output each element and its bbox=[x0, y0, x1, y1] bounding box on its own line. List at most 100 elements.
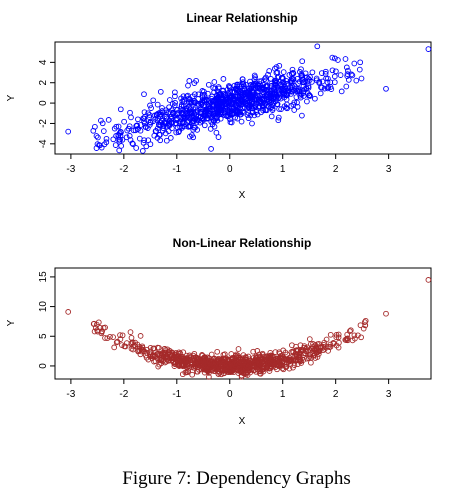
nonlinear-point bbox=[344, 331, 351, 338]
nonlinear-point bbox=[99, 328, 105, 334]
linear-x-tick-label: 3 bbox=[386, 164, 392, 175]
linear-point bbox=[300, 93, 307, 99]
linear-point bbox=[332, 55, 338, 62]
linear-point bbox=[224, 113, 231, 120]
linear-point bbox=[238, 118, 245, 125]
linear-point bbox=[150, 97, 157, 104]
nonlinear-point bbox=[327, 341, 334, 348]
nonlinear-point bbox=[290, 364, 296, 371]
linear-y-tick-label: 0 bbox=[38, 100, 49, 106]
linear-point bbox=[294, 103, 301, 110]
linear-point bbox=[249, 105, 256, 112]
linear-point bbox=[228, 119, 235, 126]
nonlinear-point bbox=[150, 345, 157, 352]
linear-point bbox=[194, 127, 201, 133]
nonlinear-x-tick-label: 3 bbox=[386, 389, 392, 400]
nonlinear-point bbox=[107, 333, 113, 340]
linear-point bbox=[172, 99, 178, 106]
linear-xlabel: X bbox=[239, 190, 246, 201]
linear-point bbox=[174, 107, 181, 113]
nonlinear-point bbox=[327, 331, 334, 338]
linear-point bbox=[262, 106, 269, 113]
nonlinear-point bbox=[321, 339, 328, 346]
linear-point bbox=[302, 70, 309, 77]
nonlinear-point bbox=[383, 310, 389, 317]
linear-point bbox=[237, 93, 243, 100]
nonlinear-point bbox=[214, 348, 221, 355]
linear-point bbox=[249, 120, 255, 127]
linear-point bbox=[211, 79, 218, 85]
nonlinear-point bbox=[276, 349, 283, 356]
linear-point bbox=[148, 105, 154, 111]
linear-point bbox=[100, 128, 107, 134]
linear-x-tick-label: 2 bbox=[333, 164, 339, 175]
nonlinear-point bbox=[176, 349, 182, 356]
linear-point bbox=[171, 102, 178, 109]
nonlinear-point bbox=[351, 332, 358, 339]
nonlinear-point bbox=[145, 356, 152, 363]
linear-point bbox=[207, 110, 214, 117]
nonlinear-point bbox=[135, 348, 142, 354]
nonlinear-point bbox=[104, 335, 111, 342]
linear-plot-frame bbox=[54, 41, 432, 155]
nonlinear-point bbox=[273, 361, 280, 368]
nonlinear-point bbox=[146, 351, 153, 357]
linear-point bbox=[321, 85, 328, 92]
linear-point bbox=[298, 66, 304, 73]
linear-point bbox=[337, 72, 344, 78]
linear-point bbox=[179, 111, 186, 118]
linear-y-tick-label: -4 bbox=[38, 139, 49, 148]
nonlinear-point bbox=[425, 277, 432, 283]
linear-point bbox=[90, 127, 97, 134]
linear-x-tick-label: -3 bbox=[66, 164, 75, 175]
linear-point bbox=[172, 93, 178, 100]
linear-point bbox=[185, 82, 191, 89]
linear-point bbox=[317, 90, 324, 97]
nonlinear-point bbox=[300, 357, 307, 363]
linear-point bbox=[198, 100, 204, 107]
linear-point bbox=[335, 57, 341, 63]
linear-point bbox=[178, 103, 185, 110]
linear-point bbox=[289, 66, 296, 73]
nonlinear-y-axis: 0 5 10 15 bbox=[38, 271, 55, 369]
linear-point bbox=[215, 134, 222, 140]
linear-point bbox=[226, 99, 233, 105]
linear-point bbox=[283, 92, 290, 99]
linear-point bbox=[263, 77, 269, 84]
nonlinear-point bbox=[217, 357, 224, 363]
linear-point bbox=[242, 81, 249, 88]
nonlinear-point bbox=[274, 362, 281, 368]
nonlinear-point bbox=[127, 329, 134, 335]
nonlinear-point bbox=[117, 332, 123, 338]
nonlinear-point bbox=[361, 319, 368, 325]
linear-point bbox=[200, 106, 206, 113]
linear-point bbox=[220, 110, 226, 116]
linear-point bbox=[302, 78, 309, 84]
nonlinear-point bbox=[102, 335, 108, 341]
linear-x-axis: -3 -2 -1 0 1 2 3 bbox=[66, 154, 392, 175]
linear-point bbox=[193, 77, 199, 84]
linear-point bbox=[259, 103, 266, 110]
linear-point bbox=[157, 137, 164, 144]
linear-point bbox=[187, 106, 194, 112]
linear-point bbox=[255, 93, 261, 99]
linear-point bbox=[225, 98, 231, 104]
linear-point bbox=[273, 70, 280, 76]
nonlinear-point bbox=[206, 374, 212, 380]
linear-point bbox=[299, 58, 306, 65]
nonlinear-point bbox=[123, 340, 130, 346]
linear-point bbox=[65, 128, 72, 135]
nonlinear-point bbox=[155, 363, 162, 370]
linear-point bbox=[208, 146, 214, 152]
nonlinear-point bbox=[292, 350, 299, 357]
linear-point bbox=[146, 112, 153, 118]
linear-point bbox=[234, 107, 240, 114]
linear-point bbox=[216, 85, 222, 92]
linear-point bbox=[333, 68, 339, 75]
nonlinear-point bbox=[228, 363, 235, 370]
linear-point bbox=[103, 135, 110, 142]
nonlinear-point bbox=[193, 354, 200, 361]
nonlinear-point bbox=[246, 356, 253, 363]
linear-point bbox=[145, 137, 152, 144]
linear-point bbox=[201, 122, 208, 129]
